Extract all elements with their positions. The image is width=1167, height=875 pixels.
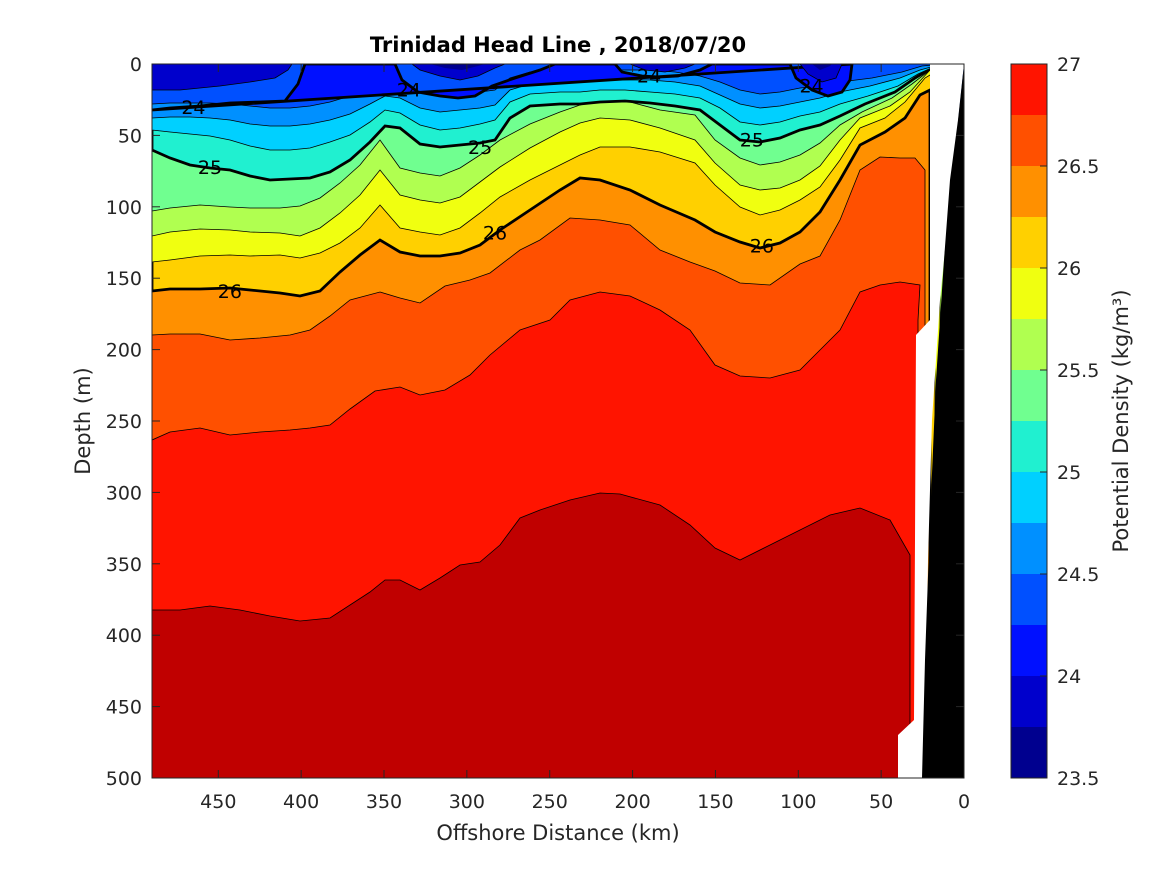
- contour-label: 25: [740, 130, 764, 152]
- x-tick-label: 0: [958, 791, 970, 813]
- colorbar-ticks: 27 26.5 26 25.5 25 24.5 24 23.5: [1040, 54, 1099, 790]
- colorbar-tick-label: 25.5: [1057, 360, 1099, 382]
- colorbar-segment: [1011, 523, 1047, 574]
- band-24: [152, 64, 854, 112]
- y-axis: 0 50 100 150 200 250 300 350 400 450 500: [106, 54, 964, 790]
- band-24-75: [152, 64, 964, 778]
- contour-label: 26: [218, 281, 242, 303]
- colorbar-segment: [1011, 727, 1047, 778]
- colorbar-segment: [1011, 268, 1047, 319]
- colorbar: [1011, 64, 1047, 778]
- x-tick-label: 400: [283, 791, 319, 813]
- contour-label: 25: [468, 137, 492, 159]
- colorbar-segment: [1011, 574, 1047, 625]
- colorbar-segment: [1011, 319, 1047, 370]
- band-23-5: [430, 64, 832, 70]
- x-tick-label: 150: [697, 791, 733, 813]
- x-axis: 450 400 350 300 250 200 150 100 50 0: [200, 64, 970, 813]
- colorbar-tick-label: 26.5: [1057, 156, 1099, 178]
- colorbar-label: Potential Density (kg/m³): [1109, 289, 1133, 552]
- y-tick-label: 250: [106, 411, 142, 433]
- y-tick-label: 200: [106, 340, 142, 362]
- contour-label: 26: [483, 223, 507, 245]
- band-23-75: [152, 64, 843, 91]
- colorbar-tick-label: 23.5: [1057, 768, 1099, 790]
- band-26: [152, 64, 964, 778]
- x-tick-label: 50: [869, 791, 893, 813]
- contour-label: 24: [799, 75, 823, 97]
- colorbar-segment: [1011, 166, 1047, 217]
- colorbar-frame: [1010, 63, 1048, 779]
- contour-label: 25: [198, 157, 222, 179]
- contour-label: 26: [750, 235, 774, 257]
- colorbar-segment: [1011, 217, 1047, 268]
- colorbar-segment: [1011, 421, 1047, 472]
- colorbar-tick-label: 26: [1057, 258, 1081, 280]
- colorbar-segment: [1011, 64, 1047, 115]
- bathymetry-white-gap: [898, 64, 964, 778]
- y-tick-label: 450: [106, 697, 142, 719]
- colorbar-tick-label: 27: [1057, 54, 1081, 76]
- colorbar-tick-label: 24.5: [1057, 564, 1099, 586]
- x-tick-label: 200: [614, 791, 650, 813]
- x-tick-label: 100: [780, 791, 816, 813]
- y-tick-label: 150: [106, 268, 142, 290]
- x-tick-label: 250: [532, 791, 568, 813]
- plot-area: [152, 64, 964, 778]
- y-tick-label: 50: [118, 125, 142, 147]
- y-tick-label: 0: [130, 54, 142, 76]
- contour-label: 24: [397, 80, 421, 102]
- x-tick-label: 450: [200, 791, 236, 813]
- colorbar-tick-label: 25: [1057, 462, 1081, 484]
- y-tick-label: 300: [106, 482, 142, 504]
- chart-title: Trinidad Head Line , 2018/07/20: [370, 33, 746, 57]
- y-tick-label: 350: [106, 554, 142, 576]
- colorbar-segment: [1011, 115, 1047, 166]
- contour-label: 24: [181, 97, 205, 119]
- bathymetry-seafloor: [922, 64, 964, 778]
- x-tick-label: 300: [449, 791, 485, 813]
- y-tick-label: 500: [106, 768, 142, 790]
- y-axis-label: Depth (m): [71, 367, 95, 474]
- colorbar-segment: [1011, 625, 1047, 676]
- contour-label: 24: [637, 65, 661, 87]
- x-axis-label: Offshore Distance (km): [436, 821, 679, 845]
- colorbar-segment: [1011, 370, 1047, 421]
- y-tick-label: 400: [106, 625, 142, 647]
- colorbar-segment: [1011, 472, 1047, 523]
- y-tick-label: 100: [106, 197, 142, 219]
- x-tick-label: 350: [366, 791, 402, 813]
- colorbar-tick-label: 24: [1057, 666, 1081, 688]
- contour-labels: 24 24 24 24 25 25 25 26 26 26: [181, 65, 823, 303]
- colorbar-segment: [1011, 676, 1047, 727]
